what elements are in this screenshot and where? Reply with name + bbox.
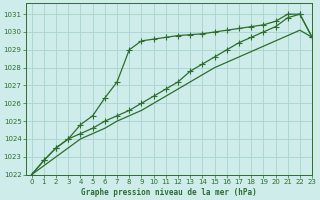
X-axis label: Graphe pression niveau de la mer (hPa): Graphe pression niveau de la mer (hPa) [81, 188, 257, 197]
